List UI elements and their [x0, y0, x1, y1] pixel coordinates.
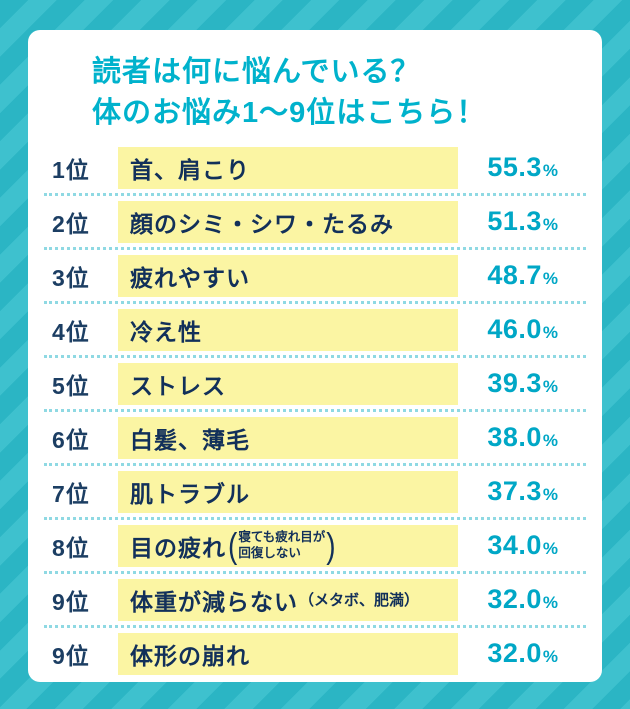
item-highlight: 顔のシミ・シワ・たるみ	[118, 200, 458, 243]
rank-label: 9位	[52, 642, 90, 669]
rank-label: 6位	[52, 426, 90, 453]
percent-value: 32.0%	[487, 638, 558, 668]
item-label: 体重が減らない	[130, 588, 298, 615]
item-highlight: 目の疲れ ( 寝ても疲れ目が 回復しない )	[118, 524, 458, 567]
item-highlight: 体形の崩れ	[118, 632, 458, 675]
title-line-1: 読者は何に悩んでいる？	[92, 56, 421, 88]
paren-open: (	[228, 525, 238, 565]
item-highlight: 肌トラブル	[118, 470, 458, 513]
page-title: 読者は何に悩んでいる？ 体のお悩み1～9位はこちら！	[28, 30, 602, 134]
item-label: 目の疲れ	[130, 534, 226, 561]
rank-label: 2位	[52, 210, 90, 237]
ranking-row-2: 2位 顔のシミ・シワ・たるみ 51.3%	[44, 193, 586, 247]
item-highlight: ストレス	[118, 362, 458, 405]
ranking-card: 読者は何に悩んでいる？ 体のお悩み1～9位はこちら！ 1位 首、肩こり 55.3…	[28, 30, 602, 682]
item-label: 首、肩こり	[130, 156, 250, 183]
percent-value: 48.7%	[487, 260, 558, 290]
percent-value: 32.0%	[487, 584, 558, 614]
ranking-row-9: 9位 体重が減らない （メタボ、肥満） 32.0%	[44, 571, 586, 625]
rank-label: 5位	[52, 372, 90, 399]
item-highlight: 白髪、薄毛	[118, 416, 458, 459]
rank-label: 4位	[52, 318, 90, 345]
ranking-row-4: 4位 冷え性 46.0%	[44, 301, 586, 355]
percent-value: 37.3%	[487, 476, 558, 506]
item-label: 疲れやすい	[130, 264, 250, 291]
item-label: 冷え性	[130, 318, 202, 345]
note-line-1: 寝ても疲れ目が	[238, 529, 326, 544]
ranking-row-3: 3位 疲れやすい 48.7%	[44, 247, 586, 301]
ranking-row-1: 1位 首、肩こり 55.3%	[44, 142, 586, 193]
ranking-row-8: 8位 目の疲れ ( 寝ても疲れ目が 回復しない ) 34.0%	[44, 517, 586, 571]
paren-close: )	[326, 525, 336, 565]
percent-value: 51.3%	[487, 206, 558, 236]
ranking-row-10: 9位 体形の崩れ 32.0%	[44, 625, 586, 679]
ranking-row-5: 5位 ストレス 39.3%	[44, 355, 586, 409]
percent-value: 46.0%	[487, 314, 558, 344]
title-line-2: 体のお悩み1～9位はこちら！	[92, 97, 487, 129]
ranking-list: 1位 首、肩こり 55.3% 2位 顔のシミ・シワ・たるみ 51.3% 3位	[28, 142, 602, 679]
rank-label: 3位	[52, 264, 90, 291]
ranking-row-6: 6位 白髪、薄毛 38.0%	[44, 409, 586, 463]
rank-label: 8位	[52, 534, 90, 561]
percent-value: 55.3%	[487, 152, 558, 182]
item-highlight: 冷え性	[118, 308, 458, 351]
item-label: 白髪、薄毛	[130, 426, 250, 453]
item-note: ( 寝ても疲れ目が 回復しない )	[228, 525, 336, 565]
percent-value: 34.0%	[487, 530, 558, 560]
item-highlight: 首、肩こり	[118, 146, 458, 189]
item-note: （メタボ、肥満）	[299, 592, 420, 609]
ranking-row-7: 7位 肌トラブル 37.3%	[44, 463, 586, 517]
item-highlight: 体重が減らない （メタボ、肥満）	[118, 578, 458, 621]
rank-label: 9位	[52, 588, 90, 615]
note-line-2: 回復しない	[238, 545, 301, 560]
item-highlight: 疲れやすい	[118, 254, 458, 297]
percent-value: 38.0%	[487, 422, 558, 452]
item-label: ストレス	[130, 372, 226, 399]
item-label: 肌トラブル	[130, 480, 250, 507]
item-label: 体形の崩れ	[130, 642, 250, 669]
item-label: 顔のシミ・シワ・たるみ	[130, 210, 394, 237]
rank-label: 7位	[52, 480, 90, 507]
percent-value: 39.3%	[487, 368, 558, 398]
rank-label: 1位	[52, 156, 90, 183]
